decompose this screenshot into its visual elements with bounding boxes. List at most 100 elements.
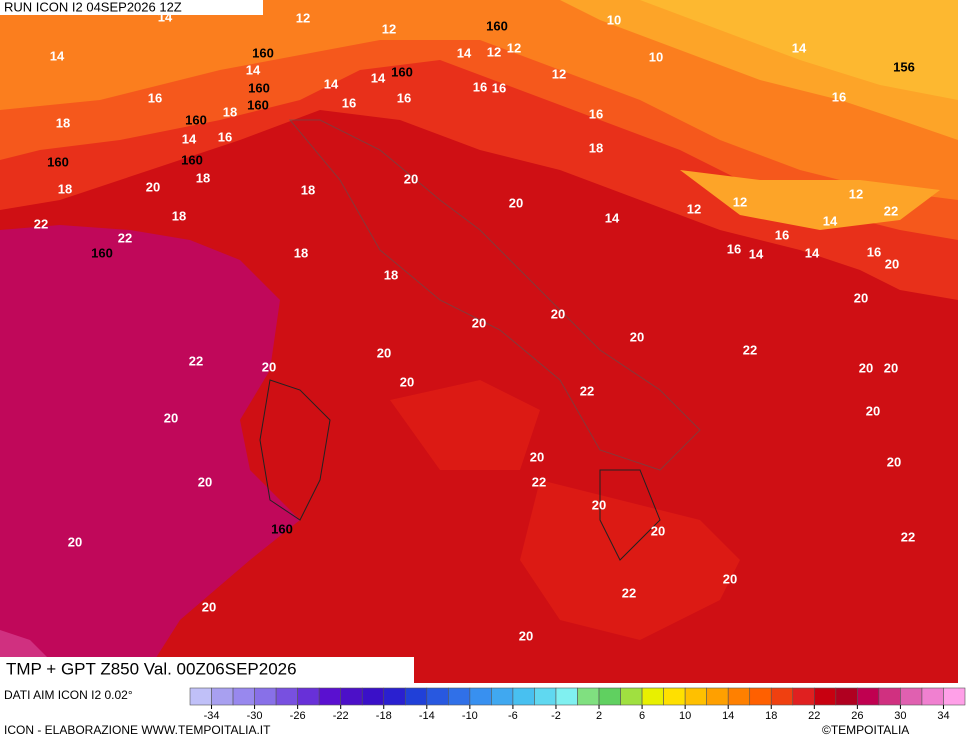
temperature-label: 12 [552, 66, 566, 81]
legend-swatch [857, 687, 880, 706]
legend-tick-label: -6 [508, 710, 518, 722]
legend-tick-label: -34 [204, 710, 220, 722]
temperature-label: 10 [649, 49, 663, 64]
temperature-label: 18 [301, 182, 315, 197]
legend-tick-label: 6 [639, 710, 645, 722]
geopotential-label: 160 [271, 521, 293, 536]
legend-swatch [792, 687, 815, 706]
temperature-label: 22 [901, 529, 915, 544]
temperature-label: 14 [371, 70, 386, 85]
temperature-label: 20 [68, 534, 82, 549]
temperature-label: 20 [472, 315, 486, 330]
temperature-label: 20 [630, 329, 644, 344]
temperature-label: 18 [58, 181, 72, 196]
temperature-label: 18 [384, 267, 398, 282]
legend-swatch [361, 687, 385, 706]
temperature-label: 18 [223, 104, 237, 119]
temperature-label: 14 [823, 213, 838, 228]
geopotential-label: 160 [247, 97, 269, 112]
temperature-label: 20 [651, 523, 665, 538]
temperature-label: 20 [866, 403, 880, 418]
temperature-label: 16 [867, 244, 881, 259]
legend-tick-label: 22 [808, 710, 820, 722]
temperature-label: 22 [118, 230, 132, 245]
legend-tick-label: -30 [247, 710, 263, 722]
legend-tick-label: -10 [462, 710, 478, 722]
legend-swatch [297, 687, 320, 706]
legend-swatch [534, 687, 557, 706]
legend-swatch [684, 687, 707, 706]
temperature-label: 18 [172, 208, 186, 223]
legend-swatch [254, 687, 277, 706]
temperature-label: 10 [607, 12, 621, 27]
temperature-label: 18 [56, 115, 70, 130]
temperature-label: 18 [294, 245, 308, 260]
legend-swatch [512, 687, 535, 706]
legend-tick-label: -18 [376, 710, 392, 722]
temperature-label: 20 [400, 374, 414, 389]
temperature-label: 16 [727, 241, 741, 256]
geopotential-label: 160 [47, 154, 69, 169]
temperature-label: 20 [723, 571, 737, 586]
temperature-label: 16 [148, 90, 162, 105]
legend-tick-label: 30 [894, 710, 906, 722]
geopotential-label: 160 [185, 112, 207, 127]
legend-swatch [620, 687, 643, 706]
temperature-label: 22 [34, 216, 48, 231]
copyright-text: ©TEMPOITALIA [822, 723, 909, 737]
run-title: RUN ICON I2 04SEP2026 12Z [4, 0, 182, 14]
legend-swatch [426, 687, 449, 706]
temperature-label: 22 [580, 383, 594, 398]
legend-swatch [211, 687, 234, 706]
legend-swatch [921, 687, 944, 706]
temperature-label: 12 [507, 40, 521, 55]
legend-swatch [943, 687, 966, 706]
geopotential-label: 160 [181, 152, 203, 167]
legend-tick-label: -22 [333, 710, 349, 722]
temperature-label: 20 [377, 345, 391, 360]
temperature-label: 22 [884, 203, 898, 218]
legend-swatch [404, 687, 428, 706]
temperature-label: 16 [492, 80, 506, 95]
legend-tick-label: 34 [937, 710, 949, 722]
temperature-label: 14 [324, 76, 339, 91]
product-box [0, 657, 414, 683]
legend-swatch [340, 687, 363, 706]
zone-20-warm [390, 380, 740, 640]
legend-swatch [814, 687, 837, 706]
legend-swatch [275, 687, 298, 706]
temperature-label: 20 [198, 474, 212, 489]
temperature-label: 20 [519, 628, 533, 643]
legend-swatch [663, 687, 686, 706]
temperature-label: 16 [397, 90, 411, 105]
temperature-label: 12 [687, 201, 701, 216]
geopotential-label: 160 [91, 245, 113, 260]
legend-tick-label: 18 [765, 710, 777, 722]
legend-swatch [835, 687, 858, 706]
legend-swatch [491, 687, 514, 706]
legend-swatch [878, 687, 901, 706]
temperature-label: 20 [887, 454, 901, 469]
zone-22 [0, 225, 300, 683]
temperature-label: 16 [342, 95, 356, 110]
temperature-label: 20 [592, 497, 606, 512]
geopotential-label: 160 [486, 18, 508, 33]
temperature-label: 18 [196, 170, 210, 185]
legend-tick-label: -2 [551, 710, 561, 722]
temperature-label: 14 [246, 62, 261, 77]
legend-swatch [232, 687, 255, 706]
temperature-label: 16 [775, 227, 789, 242]
legend-swatch [383, 687, 406, 706]
temperature-label: 20 [146, 179, 160, 194]
coastline [288, 119, 701, 471]
legend-swatch [598, 687, 621, 706]
legend-tick-label: 14 [722, 710, 734, 722]
temperature-label: 14 [182, 131, 197, 146]
temperature-label: 12 [849, 186, 863, 201]
geopotential-label: 160 [252, 45, 274, 60]
legend-tick-label: 2 [596, 710, 602, 722]
temperature-label: 16 [218, 129, 232, 144]
legend-swatch [577, 687, 600, 706]
